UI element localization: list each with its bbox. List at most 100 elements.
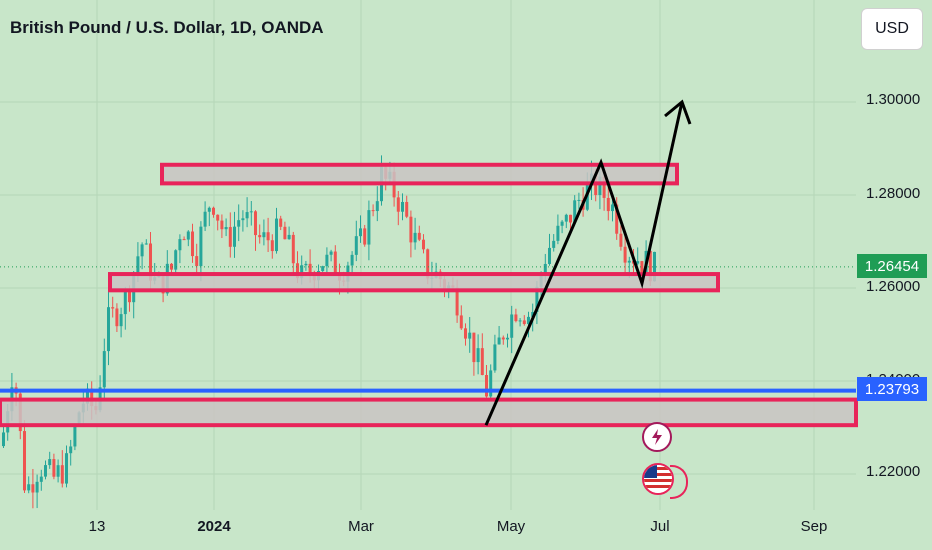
candle-body <box>174 250 178 270</box>
candle-body <box>111 307 115 309</box>
candle-body <box>224 227 228 230</box>
candle-body <box>627 260 631 263</box>
candle-body <box>31 484 35 493</box>
candle-body <box>35 481 39 493</box>
currency-button[interactable]: USD <box>861 8 923 50</box>
x-tick-label: Jul <box>650 518 670 535</box>
zones-layer <box>0 162 858 428</box>
candle-body <box>191 231 194 257</box>
candle-body <box>560 221 564 226</box>
resistance-zone <box>160 162 679 186</box>
candle-body <box>228 227 232 247</box>
candle-body <box>476 348 480 363</box>
candle-body <box>497 337 501 345</box>
candle-body <box>258 235 262 238</box>
candle-body <box>552 240 556 248</box>
candle-body <box>543 263 547 276</box>
candle-body <box>493 344 497 371</box>
candle-body <box>514 314 518 322</box>
candle-body <box>144 243 148 245</box>
candle-body <box>636 261 640 264</box>
candle-body <box>262 232 266 238</box>
candle-body <box>325 254 329 267</box>
candle-body <box>56 465 60 477</box>
candle-body <box>611 204 614 212</box>
candle-body <box>48 459 52 466</box>
candle-body <box>249 211 253 213</box>
candle-body <box>140 244 144 257</box>
candle-body <box>527 316 530 325</box>
overlay-layer <box>0 99 856 426</box>
candle-body <box>287 234 291 240</box>
candle-body <box>577 199 581 201</box>
candle-body <box>149 243 152 281</box>
candle-body <box>283 226 287 240</box>
candle-body <box>556 225 560 241</box>
candle-body <box>203 211 207 227</box>
candle-body <box>220 220 224 230</box>
candle-body <box>86 388 89 404</box>
candle-body <box>573 200 577 223</box>
candle-body <box>23 431 26 491</box>
candle-body <box>65 453 68 484</box>
candle-body <box>640 261 644 273</box>
candle-body <box>233 226 236 247</box>
candle-body <box>522 320 526 325</box>
candle-body <box>518 320 522 322</box>
current-price-tag: 1.26454 <box>857 254 927 278</box>
candle-body <box>615 204 619 234</box>
candle-body <box>2 432 5 447</box>
candle-body <box>375 201 379 212</box>
candle-body <box>623 246 627 263</box>
candle-body <box>182 239 186 241</box>
candle-body <box>464 328 467 339</box>
candle-body <box>178 239 182 251</box>
candle-body <box>405 201 409 217</box>
candle-body <box>535 286 539 312</box>
candle-body <box>304 263 308 266</box>
arrow-head <box>664 99 692 125</box>
candle-body <box>308 263 312 274</box>
candle-body <box>653 251 656 282</box>
candle-body <box>413 232 417 243</box>
candle-body <box>564 214 568 222</box>
candle-body <box>102 351 106 388</box>
projection-path <box>484 101 684 426</box>
candle-body <box>27 484 31 491</box>
us-flag-icon[interactable] <box>642 463 674 495</box>
candle-body <box>107 307 110 352</box>
candle-body <box>396 197 400 212</box>
candle-body <box>245 212 249 219</box>
candle-body <box>531 311 535 317</box>
x-tick-label: 2024 <box>197 518 231 535</box>
candles-layer <box>2 155 656 509</box>
candle-body <box>329 251 333 255</box>
candle-body <box>417 232 421 240</box>
candle-body <box>199 226 203 267</box>
candle-body <box>275 218 278 252</box>
candle-body <box>128 291 131 303</box>
candle-body <box>123 291 127 315</box>
candle-body <box>241 218 245 221</box>
candle-body <box>501 337 505 340</box>
candle-body <box>73 425 77 447</box>
candle-body <box>409 216 413 243</box>
candle-body <box>359 228 362 237</box>
candle-body <box>321 266 325 272</box>
candle-body <box>207 207 211 212</box>
candle-body <box>489 370 493 397</box>
candle-body <box>60 465 64 484</box>
candle-body <box>422 239 425 250</box>
middle-support-zone <box>108 272 720 293</box>
candle-body <box>619 233 623 247</box>
x-tick-label: May <box>496 518 526 535</box>
candle-body <box>136 256 140 273</box>
candle-body <box>354 236 358 255</box>
lightning-icon[interactable] <box>642 422 672 452</box>
candle-body <box>266 232 270 241</box>
candle-body <box>472 332 476 363</box>
candle-body <box>506 337 509 340</box>
candle-body <box>237 220 241 227</box>
candle-body <box>598 176 602 196</box>
